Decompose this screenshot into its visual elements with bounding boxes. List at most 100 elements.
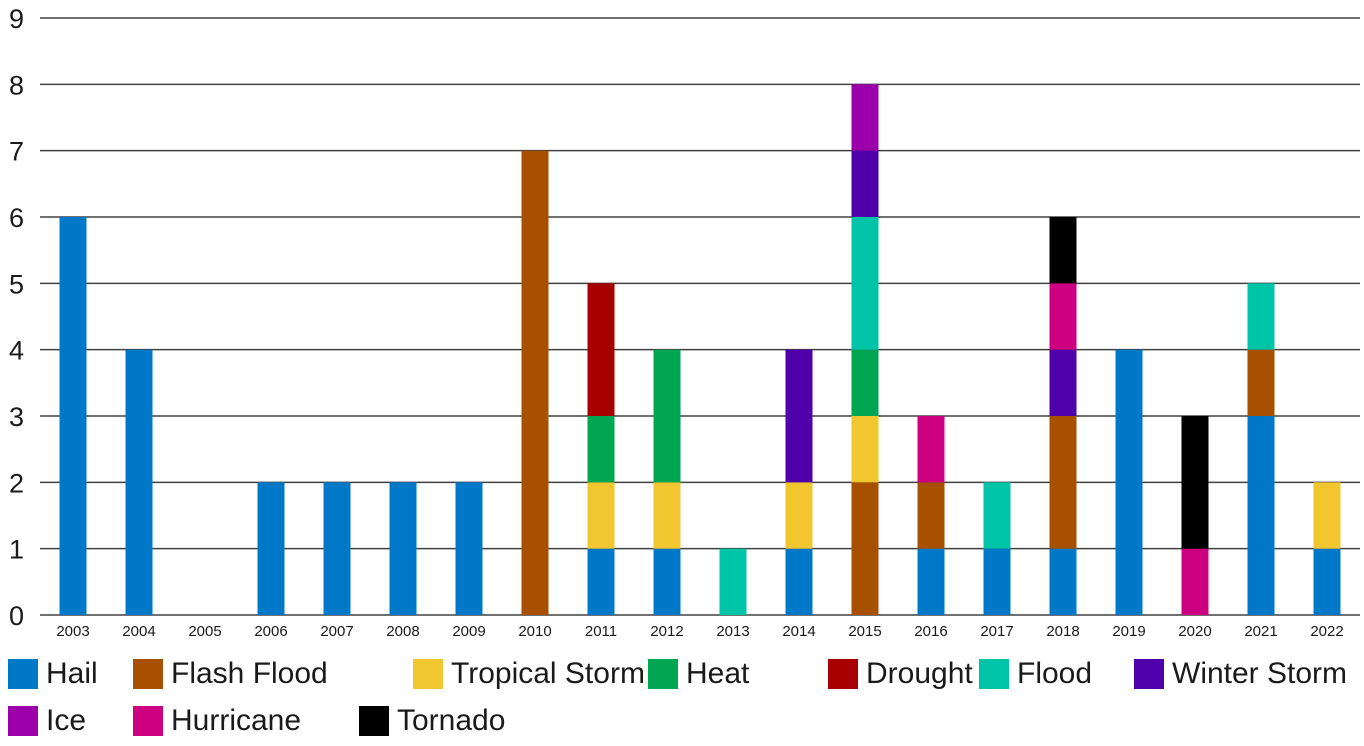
legend-label: Hurricane <box>171 703 302 737</box>
bar-segment-hail-2003 <box>59 217 87 615</box>
legend-label: Tropical Storm <box>451 656 645 690</box>
bar-segment-hail-2016 <box>917 548 945 615</box>
bar-segment-heat-2015 <box>851 349 879 416</box>
bar-segment-hail-2006 <box>257 482 285 615</box>
bar-segment-tornado-2018 <box>1049 217 1077 284</box>
legend-swatch <box>8 658 38 689</box>
legend-label: Flash Flood <box>171 656 328 690</box>
bar-segment-hail-2021 <box>1247 416 1275 615</box>
x-tick-label: 2020 <box>1178 623 1211 640</box>
x-tick-label: 2012 <box>650 623 683 640</box>
legend-swatch <box>133 705 163 736</box>
bar-segment-drought-2011 <box>587 283 615 416</box>
bar-segment-hail-2007 <box>323 482 351 615</box>
legend-swatch <box>359 705 389 736</box>
y-tick-label: 4 <box>9 336 24 366</box>
bar-segment-heat-2012 <box>653 349 681 483</box>
x-tick-label: 2011 <box>585 623 617 640</box>
bar-segment-hurricane-2016 <box>917 416 945 483</box>
x-tick-label: 2021 <box>1244 623 1277 640</box>
legend-label: Tornado <box>397 703 506 737</box>
y-tick-label: 7 <box>9 137 24 167</box>
bar-segment-tornado-2020 <box>1181 416 1209 549</box>
x-tick-label: 2007 <box>320 623 353 640</box>
bar-segment-winter-storm-2014 <box>785 349 813 483</box>
x-tick-label: 2019 <box>1112 623 1145 640</box>
legend-item: Ice <box>8 697 133 744</box>
legend-item: Tornado <box>359 697 519 744</box>
stacked-bar-chart: 0 1 2 3 4 5 6 7 8 9 2003 2004 2005 2006 2007 2008 2009 20… <box>9 4 1360 640</box>
bar-segment-flood-2017 <box>983 482 1011 549</box>
x-tick-label: 2022 <box>1310 623 1343 640</box>
legend-label: Flood <box>1017 656 1093 690</box>
legend-item: Winter Storm <box>1134 650 1358 697</box>
x-tick-label: 2018 <box>1046 623 1079 640</box>
y-tick-label: 8 <box>9 70 24 100</box>
legend-item: Tropical Storm <box>413 650 648 697</box>
x-tick-label: 2013 <box>716 623 749 640</box>
legend-label: Winter Storm <box>1172 656 1348 690</box>
x-tick-label: 2017 <box>980 623 1013 640</box>
legend-swatch <box>1134 658 1164 689</box>
y-tick-label: 2 <box>9 468 24 498</box>
x-tick-label: 2010 <box>518 623 551 640</box>
bar-segment-hail-2014 <box>785 548 813 615</box>
bar-segment-heat-2011 <box>587 416 615 483</box>
x-tick-label: 2015 <box>848 623 881 640</box>
bar-segment-hail-2018 <box>1049 548 1077 615</box>
legend-swatch <box>8 705 38 736</box>
x-tick-label: 2008 <box>386 623 419 640</box>
legend-swatch <box>413 658 443 689</box>
legend-swatch <box>828 658 858 689</box>
bar-segment-hail-2017 <box>983 548 1011 615</box>
x-tick-label: 2004 <box>122 623 155 640</box>
bar-segment-tropical-storm-2014 <box>785 482 813 549</box>
legend-label: Hail <box>46 656 98 690</box>
legend-item: Hurricane <box>133 697 359 744</box>
bar-segment-flash-flood-2021 <box>1247 349 1275 416</box>
legend-item: Flood <box>979 650 1134 697</box>
bar-segment-flood-2021 <box>1247 283 1275 350</box>
bar-segment-flash-flood-2015 <box>851 482 879 615</box>
bar-segment-tropical-storm-2022 <box>1313 482 1341 549</box>
y-tick-label: 0 <box>9 601 24 631</box>
legend-label: Ice <box>46 703 87 737</box>
legend-label: Heat <box>686 656 750 690</box>
x-tick-label: 2014 <box>782 623 815 640</box>
legend-swatch <box>133 658 163 689</box>
legend-label: Drought <box>866 656 973 690</box>
bar-segment-hail-2004 <box>125 349 153 615</box>
x-tick-label: 2009 <box>452 623 485 640</box>
x-tick-label: 2005 <box>188 623 221 640</box>
bar-segment-winter-storm-2015 <box>851 150 879 217</box>
y-tick-label: 1 <box>9 535 24 565</box>
bar-segment-hail-2019 <box>1115 349 1143 615</box>
bar-segment-hail-2009 <box>455 482 483 615</box>
y-tick-label: 9 <box>9 4 24 34</box>
bar-segment-hail-2008 <box>389 482 417 615</box>
bar-segment-flood-2013 <box>719 548 747 615</box>
legend-item: Flash Flood <box>133 650 413 697</box>
bar-segment-ice-2015 <box>851 84 879 151</box>
chart-legend: Hail Flash Flood Tropical Storm Heat Drought… <box>8 650 1358 744</box>
bar-segment-flood-2015 <box>851 217 879 350</box>
bar-segment-tropical-storm-2011 <box>587 482 615 549</box>
legend-swatch <box>648 658 678 689</box>
bar-segment-tropical-storm-2015 <box>851 416 879 483</box>
x-tick-label: 2006 <box>254 623 287 640</box>
bar-segment-flash-flood-2016 <box>917 482 945 549</box>
y-tick-label: 6 <box>9 203 24 233</box>
legend-item: Drought <box>828 650 979 697</box>
bar-segment-hurricane-2018 <box>1049 283 1077 350</box>
x-tick-label: 2016 <box>914 623 947 640</box>
legend-item: Heat <box>648 650 828 697</box>
bar-segment-flash-flood-2010 <box>521 150 549 615</box>
bar-segment-hurricane-2020 <box>1181 548 1209 615</box>
bar-segment-hail-2011 <box>587 548 615 615</box>
x-tick-label: 2003 <box>56 623 89 640</box>
bar-segment-flash-flood-2018 <box>1049 416 1077 549</box>
legend-swatch <box>979 658 1009 689</box>
y-tick-label: 3 <box>9 402 24 432</box>
bar-segment-tropical-storm-2012 <box>653 482 681 549</box>
